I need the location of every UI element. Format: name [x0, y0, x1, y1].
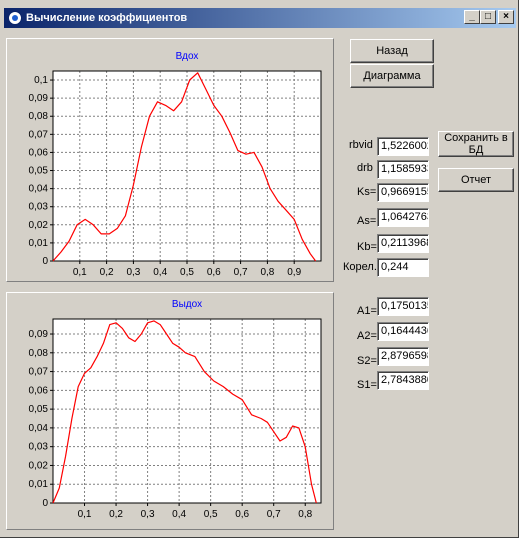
as-field[interactable]: 1,06427637	[377, 208, 429, 227]
exhale-ytick-label: 0,06	[29, 385, 49, 396]
kb-field[interactable]: 0,21139687	[377, 234, 429, 253]
inhale-ytick-label: 0,06	[29, 147, 49, 158]
inhale-ytick-label: 0,01	[29, 238, 49, 249]
exhale-xtick-label: 0,2	[109, 509, 123, 520]
window-title: Вычисление коэффициентов	[26, 12, 188, 24]
inhale-chart-panel: Вдох 0,1 0,2 0,3 0,4 0,5 0,6 0,7 0,8 0,9 0 0,01 0,02…	[6, 38, 334, 282]
inhale-ytick-label: 0,07	[29, 129, 49, 140]
inhale-xtick-label: 0,8	[260, 267, 274, 278]
inhale-series-line	[52, 72, 317, 262]
inhale-xtick-label: 0,3	[126, 267, 140, 278]
a2-field[interactable]: 0,16444368	[377, 322, 429, 341]
report-button[interactable]: Отчет	[438, 168, 514, 192]
s1-field[interactable]: 2,78438800	[377, 371, 429, 390]
inhale-xtick-label: 0,5	[180, 267, 194, 278]
inhale-xtick-label: 0,2	[100, 267, 114, 278]
inhale-xtick-label: 0,1	[73, 267, 87, 278]
as-label: As=	[357, 215, 377, 227]
inhale-ytick-label: 0,05	[29, 166, 49, 177]
exhale-xtick-label: 0,8	[298, 509, 312, 520]
inhale-ytick-label: 0,03	[29, 202, 49, 213]
s1-label: S1=	[357, 379, 377, 391]
exhale-ytick-label: 0,08	[29, 348, 49, 359]
inhale-xtick-label: 0,4	[153, 267, 167, 278]
exhale-ytick-label: 0,04	[29, 423, 49, 434]
maximize-button[interactable]: □	[480, 10, 496, 24]
exhale-ytick-label: 0	[42, 498, 48, 509]
exhale-ytick-label: 0,02	[29, 460, 49, 471]
inhale-chart: Вдох 0,1 0,2 0,3 0,4 0,5 0,6 0,7 0,8 0,9 0 0,01 0,02…	[29, 51, 322, 278]
save-db-button[interactable]: Сохранить в БД	[438, 131, 514, 157]
exhale-xtick-label: 0,4	[172, 509, 186, 520]
exhale-xtick-label: 0,6	[235, 509, 249, 520]
inhale-ytick-label: 0,02	[29, 220, 49, 231]
rbvid-label: rbvid	[349, 139, 373, 151]
inhale-chart-title: Вдох	[176, 51, 199, 62]
drb-label: drb	[357, 162, 373, 174]
exhale-chart-title: Выдох	[172, 299, 202, 310]
window-controls: _ □ ×	[464, 10, 514, 24]
a2-label: A2=	[357, 330, 377, 342]
inhale-ytick-label: 0,1	[34, 75, 48, 86]
inhale-xtick-label: 0,9	[287, 267, 301, 278]
inhale-ytick-label: 0,08	[29, 111, 49, 122]
exhale-chart: Выдох 0,1 0,2 0,3 0,4 0,5 0,6 0,7 0,8 0 0,01 0,02 0,…	[29, 299, 322, 520]
exhale-xtick-label: 0,3	[141, 509, 155, 520]
app-icon[interactable]	[8, 11, 22, 25]
close-button[interactable]: ×	[498, 10, 514, 24]
inhale-ytick-label: 0,04	[29, 184, 49, 195]
exhale-ytick-label: 0,07	[29, 367, 49, 378]
exhale-ytick-label: 0,03	[29, 442, 49, 453]
drb-field[interactable]: 1,15859338	[377, 160, 429, 179]
exhale-ytick-label: 0,05	[29, 404, 49, 415]
a1-label: A1=	[357, 305, 377, 317]
title-bar[interactable]: Вычисление коэффициентов _ □ ×	[4, 8, 516, 28]
exhale-xtick-label: 0,1	[78, 509, 92, 520]
inhale-ytick-label: 0	[42, 256, 48, 267]
correlation-field[interactable]: 0,244	[377, 258, 429, 277]
exhale-xtick-label: 0,7	[267, 509, 281, 520]
correlation-label: Корел.	[343, 261, 377, 273]
inhale-xtick-label: 0,6	[207, 267, 221, 278]
exhale-plot-area	[53, 319, 321, 503]
diagram-button[interactable]: Диаграмма	[350, 64, 434, 88]
kb-label: Kb=	[357, 241, 377, 253]
exhale-plot-frame	[52, 318, 322, 504]
inhale-xtick-label: 0,7	[234, 267, 248, 278]
exhale-series-line	[52, 320, 317, 504]
a1-field[interactable]: 0,17501353	[377, 297, 429, 316]
exhale-ytick-label: 0,01	[29, 479, 49, 490]
exhale-xtick-label: 0,5	[204, 509, 218, 520]
back-button[interactable]: Назад	[350, 39, 434, 63]
exhale-ytick-label: 0,09	[29, 329, 49, 340]
s2-label: S2=	[357, 355, 377, 367]
inhale-ytick-label: 0,09	[29, 93, 49, 104]
s2-field[interactable]: 2,87965986	[377, 347, 429, 366]
minimize-button[interactable]: _	[464, 10, 480, 24]
exhale-chart-panel: Выдох 0,1 0,2 0,3 0,4 0,5 0,6 0,7 0,8 0 0,01 0,02 0,…	[6, 292, 334, 530]
ks-field[interactable]: 0,96691558	[377, 183, 429, 202]
rbvid-field[interactable]: 1,52260024	[377, 137, 429, 156]
ks-label: Ks=	[357, 186, 377, 198]
